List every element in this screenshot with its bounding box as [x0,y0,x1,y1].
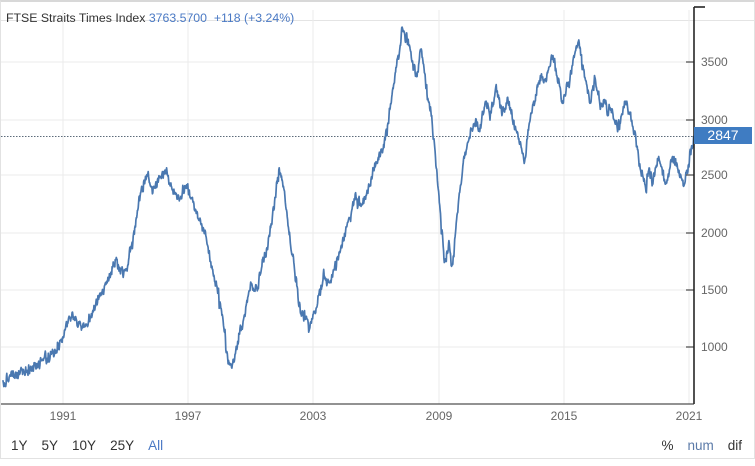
svg-text:2000: 2000 [701,226,728,240]
svg-text:3500: 3500 [701,55,728,69]
svg-text:2009: 2009 [426,409,453,423]
svg-text:1991: 1991 [50,409,77,423]
svg-text:2021: 2021 [676,409,703,423]
svg-text:1500: 1500 [701,283,728,297]
svg-text:2015: 2015 [551,409,578,423]
svg-text:1997: 1997 [175,409,202,423]
svg-text:2003: 2003 [300,409,327,423]
svg-text:3000: 3000 [701,113,728,127]
svg-text:1000: 1000 [701,340,728,354]
svg-text:2500: 2500 [701,168,728,182]
